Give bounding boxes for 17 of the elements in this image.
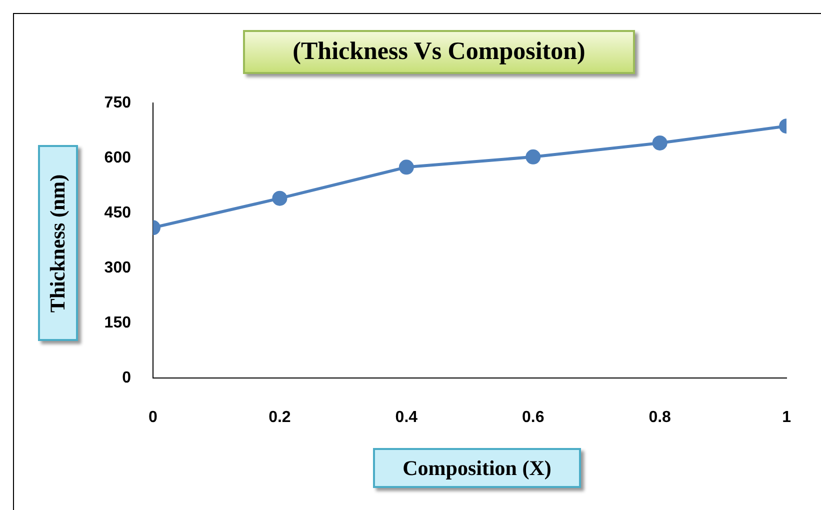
y-tick-label: 300 <box>104 259 132 276</box>
y-tick-label: 600 <box>104 149 132 166</box>
y-tick-label: 0 <box>122 369 132 386</box>
x-tick-label: 0 <box>148 409 158 426</box>
point <box>398 160 414 175</box>
x-tick-label: 0.4 <box>395 409 418 426</box>
x-axis-title: Composition (X) <box>373 448 581 488</box>
x-tick-label: 0.2 <box>268 409 291 426</box>
x-tick-label: 0.8 <box>648 409 672 426</box>
y-tick-label: 150 <box>104 314 132 332</box>
chart-title: (Thickness Vs Compositon) <box>243 30 635 74</box>
point <box>526 149 541 164</box>
x-tick-label: 1 <box>782 409 792 426</box>
x-tick-label: 0.6 <box>522 409 544 426</box>
y-axis-title: Thickness (nm) <box>46 174 70 312</box>
y-tick-label: 450 <box>104 204 132 222</box>
y-tick-label: 750 <box>104 94 132 112</box>
